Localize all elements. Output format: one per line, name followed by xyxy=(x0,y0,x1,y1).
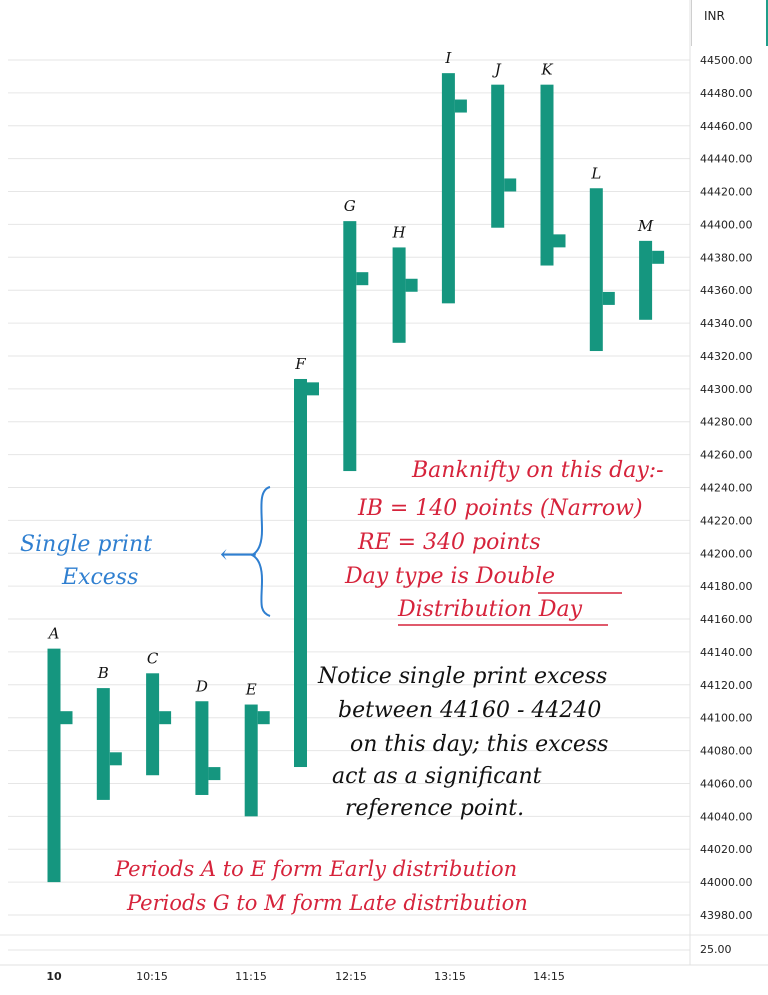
y-tick-label: 44320.00 xyxy=(700,350,753,363)
period-bar-j xyxy=(491,84,505,228)
period-letter-h: H xyxy=(392,223,407,241)
y-tick-label: 44160.00 xyxy=(700,613,753,626)
y-tick-label: 44240.00 xyxy=(700,482,753,495)
x-tick-label: 12:15 xyxy=(335,970,367,983)
close-tick-i xyxy=(454,99,467,113)
daytype-line2: Distribution Day xyxy=(398,597,583,622)
re-line: RE = 340 points xyxy=(358,530,541,555)
period-letter-g: G xyxy=(344,197,356,215)
x-tick-label: 10 xyxy=(46,970,62,983)
period-bars xyxy=(47,73,665,883)
period-letter-a: A xyxy=(47,625,60,643)
period-bar-k xyxy=(540,84,554,266)
period-letter-d: D xyxy=(195,677,208,695)
period-bar-h xyxy=(392,247,406,343)
notice-line2: between 44160 - 44240 xyxy=(338,698,602,723)
period-bar-b xyxy=(96,688,110,800)
y-tick-label: 44080.00 xyxy=(700,745,753,758)
period-bar-d xyxy=(195,701,209,795)
daytype-line1: Day type is Double xyxy=(345,564,556,589)
period-letter-j: J xyxy=(492,61,502,79)
close-tick-m xyxy=(652,250,665,264)
period-labels: A B C D E F G H I J K L M xyxy=(47,49,654,698)
y-tick-label: 44500.00 xyxy=(700,54,753,67)
close-tick-k xyxy=(553,234,566,248)
arrow-icon: ⟵ xyxy=(220,540,258,570)
period-bar-m xyxy=(639,240,653,320)
x-tick-label: 14:15 xyxy=(533,970,565,983)
y-tick-label: 43980.00 xyxy=(700,909,753,922)
close-tick-f xyxy=(307,382,319,396)
close-tick-c xyxy=(159,711,172,725)
y-tick-label: 44300.00 xyxy=(700,383,753,396)
close-tick-e xyxy=(257,711,270,725)
close-tick-g xyxy=(356,272,369,286)
period-bar-i xyxy=(441,73,455,304)
x-tick-label: 10:15 xyxy=(136,970,168,983)
y-tick-label: 44180.00 xyxy=(700,580,753,593)
x-tick-label: 13:15 xyxy=(434,970,466,983)
y-tick-label: 44220.00 xyxy=(700,514,753,527)
notice-line1: Notice single print excess xyxy=(318,664,608,689)
period-bar-e xyxy=(244,704,258,817)
period-letter-k: K xyxy=(540,61,553,79)
notice-line5: reference point. xyxy=(345,796,525,821)
y-tick-label: 44420.00 xyxy=(700,186,753,199)
close-tick-j xyxy=(504,178,517,192)
period-letter-b: B xyxy=(97,664,109,682)
y-tick-label: 44340.00 xyxy=(700,317,753,330)
y-tick-label: 44100.00 xyxy=(700,712,753,725)
ib-line: IB = 140 points (Narrow) xyxy=(358,496,643,521)
y-tick-label: 44260.00 xyxy=(700,449,753,462)
period-bar-g xyxy=(343,221,357,472)
period-letter-l: L xyxy=(590,164,601,182)
periods-line2: Periods G to M form Late distribution xyxy=(127,891,528,915)
period-bar-l xyxy=(589,188,603,352)
period-letter-m: M xyxy=(637,217,654,235)
period-bar-c xyxy=(146,673,160,776)
y-tick-label: 44280.00 xyxy=(700,416,753,429)
y-tick-label: 44200.00 xyxy=(700,547,753,560)
y-tick-label: 44000.00 xyxy=(700,876,753,889)
currency-selector[interactable]: INR xyxy=(691,0,768,46)
single-print-line2: Excess xyxy=(62,565,139,590)
x-tick-label: 11:15 xyxy=(235,970,267,983)
banknifty-title: Banknifty on this day:- xyxy=(412,458,664,483)
y-tick-label: 44140.00 xyxy=(700,646,753,659)
period-letter-f: F xyxy=(294,355,306,373)
close-tick-b xyxy=(109,752,122,766)
y-tick-label: 44060.00 xyxy=(700,777,753,790)
close-tick-a xyxy=(60,711,73,725)
excess-brace xyxy=(249,486,271,617)
period-bar-f xyxy=(294,378,307,768)
time-axis: 10 10:15 11:15 12:15 13:15 14:15 xyxy=(46,970,565,983)
lower-pane-tick: 25.00 xyxy=(700,943,732,956)
y-tick-label: 44120.00 xyxy=(700,679,753,692)
period-letter-e: E xyxy=(245,681,257,699)
period-letter-i: I xyxy=(444,49,452,67)
period-letter-c: C xyxy=(147,649,159,667)
y-tick-label: 44020.00 xyxy=(700,843,753,856)
y-tick-label: 44360.00 xyxy=(700,284,753,297)
single-print-line1: Single print xyxy=(20,532,153,557)
y-tick-label: 44380.00 xyxy=(700,251,753,264)
close-tick-d xyxy=(208,767,221,781)
notice-line3: on this day; this excess xyxy=(350,732,609,757)
y-tick-label: 44400.00 xyxy=(700,218,753,231)
currency-label: INR xyxy=(704,9,725,23)
close-tick-l xyxy=(602,291,615,305)
periods-line1: Periods A to E form Early distribution xyxy=(115,857,518,881)
period-bar-a xyxy=(47,648,61,883)
notice-line4: act as a significant xyxy=(332,764,542,789)
y-tick-label: 44040.00 xyxy=(700,810,753,823)
y-tick-label: 44440.00 xyxy=(700,153,753,166)
price-axis: 43980.00 44000.00 44020.00 44040.00 44060.00… xyxy=(700,54,753,956)
y-tick-label: 44480.00 xyxy=(700,87,753,100)
y-tick-label: 44460.00 xyxy=(700,120,753,133)
close-tick-h xyxy=(405,278,418,292)
